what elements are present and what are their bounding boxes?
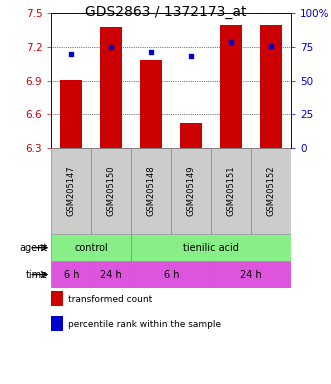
Text: GSM205151: GSM205151 xyxy=(227,166,236,216)
Text: GSM205149: GSM205149 xyxy=(187,166,196,216)
Bar xyxy=(51,234,131,261)
Text: percentile rank within the sample: percentile rank within the sample xyxy=(68,320,221,329)
Text: tienilic acid: tienilic acid xyxy=(183,243,239,253)
Text: time: time xyxy=(26,270,48,280)
Text: 6 h: 6 h xyxy=(64,270,79,280)
Bar xyxy=(91,148,131,234)
Bar xyxy=(171,148,211,234)
Bar xyxy=(131,261,211,288)
Text: control: control xyxy=(74,243,108,253)
Text: 24 h: 24 h xyxy=(240,270,262,280)
Text: GDS2863 / 1372173_at: GDS2863 / 1372173_at xyxy=(85,5,246,18)
Bar xyxy=(220,25,242,148)
Bar xyxy=(131,234,291,261)
Text: agent: agent xyxy=(20,243,48,253)
Text: 6 h: 6 h xyxy=(164,270,179,280)
Text: 24 h: 24 h xyxy=(100,270,122,280)
Bar xyxy=(60,79,82,148)
Bar xyxy=(91,261,131,288)
Bar xyxy=(51,148,91,234)
Bar xyxy=(100,27,122,148)
Text: GSM205148: GSM205148 xyxy=(147,166,156,216)
Text: transformed count: transformed count xyxy=(68,295,152,304)
Bar xyxy=(180,123,202,148)
Bar xyxy=(51,261,91,288)
Bar xyxy=(211,261,291,288)
Bar xyxy=(260,25,282,148)
Bar xyxy=(211,148,251,234)
Text: GSM205150: GSM205150 xyxy=(107,166,116,216)
Bar xyxy=(251,148,291,234)
Text: GSM205152: GSM205152 xyxy=(267,166,276,216)
Bar xyxy=(131,148,171,234)
Text: GSM205147: GSM205147 xyxy=(67,166,76,216)
Bar xyxy=(140,60,162,148)
